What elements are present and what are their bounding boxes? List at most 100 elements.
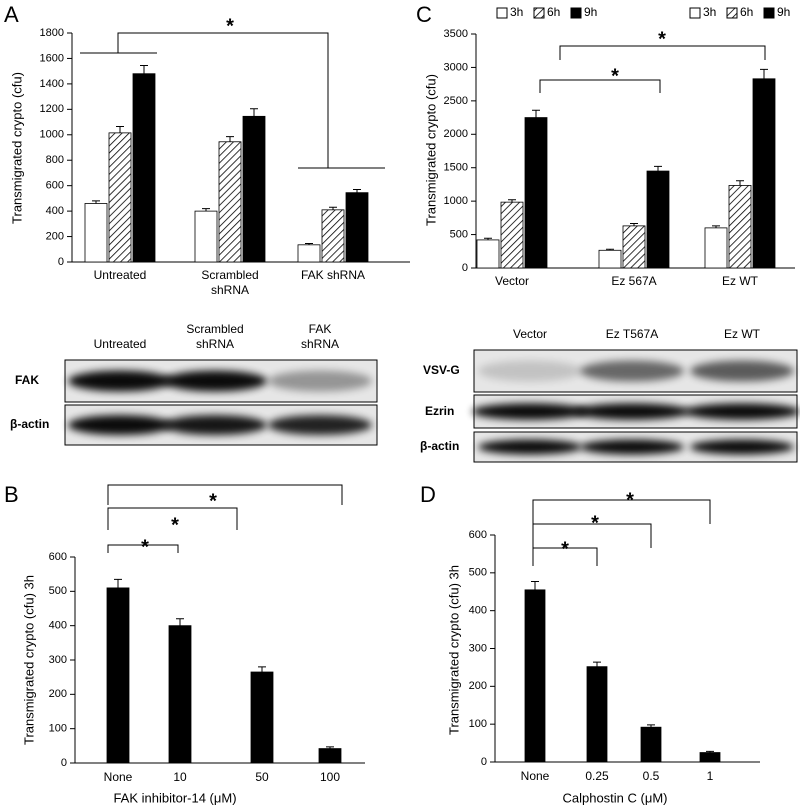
blot-band	[684, 403, 800, 420]
bar	[586, 666, 608, 763]
error-bar	[647, 724, 655, 728]
x-tick-label: Vector	[494, 274, 530, 288]
y-tick-label: 0	[58, 256, 64, 268]
error-bar	[305, 243, 313, 245]
significance-star: *	[171, 514, 179, 536]
y-tick-label: 800	[46, 154, 64, 166]
blot-band	[574, 403, 690, 420]
blot-band	[472, 403, 588, 420]
significance-bracket	[107, 544, 179, 553]
blot-column-label: Vector	[512, 327, 548, 341]
x-tick-label: 1	[706, 769, 714, 783]
significance-bracket	[117, 32, 329, 168]
bar	[524, 117, 548, 269]
bar	[699, 752, 721, 763]
legend-swatch	[726, 7, 738, 19]
legend-label: 9h	[777, 5, 790, 19]
blot-band	[690, 360, 794, 382]
x-tick-label: 100	[319, 770, 341, 784]
error-bar	[606, 248, 614, 251]
y-tick-label: 100	[49, 723, 67, 735]
y-tick-label: 500	[469, 567, 487, 579]
bar	[194, 210, 218, 263]
x-axis-title: Calphostin C (μM)	[562, 790, 667, 805]
y-tick-label: 1600	[40, 52, 64, 64]
y-tick-label: 0	[61, 757, 67, 769]
x-tick-label: Untreated	[93, 268, 147, 282]
y-tick-label: 400	[469, 605, 487, 617]
y-tick-label: 300	[469, 642, 487, 654]
x-tick-label: 50	[255, 770, 269, 784]
blot-band	[68, 415, 172, 435]
blot-band	[163, 370, 267, 392]
blot-row-label: VSV-G	[423, 363, 460, 377]
error-bar	[484, 237, 492, 240]
error-bar	[92, 200, 100, 204]
bar	[524, 589, 546, 763]
x-axis-title: FAK inhibitor-14 (μM)	[113, 790, 236, 805]
y-tick-label: 0	[462, 262, 468, 274]
y-tick-label: 1200	[40, 103, 64, 115]
bar	[345, 192, 369, 263]
error-bar	[329, 206, 337, 210]
y-tick-label: 1800	[40, 27, 64, 39]
error-bar	[630, 223, 638, 226]
error-bar	[114, 578, 122, 588]
panel-letter: D	[420, 482, 436, 507]
significance-bracket	[532, 547, 598, 566]
error-bar	[176, 618, 184, 626]
significance-star: *	[611, 65, 619, 87]
y-axis-title: Transmigrated crypto (cfu) 3h	[21, 575, 36, 745]
error-bar	[202, 208, 210, 212]
bar	[250, 671, 274, 764]
y-axis-title: Transmigrated crypto (cfu) 3h	[446, 565, 461, 735]
error-bar	[353, 188, 361, 193]
legend-label: 3h	[703, 5, 716, 19]
bar	[500, 201, 524, 269]
y-tick-label: 600	[49, 551, 67, 563]
x-tick-label: 10	[173, 770, 187, 784]
error-bar	[250, 108, 258, 117]
bar	[622, 225, 646, 269]
error-bar	[226, 136, 234, 142]
significance-star: *	[658, 28, 666, 50]
blot-column-label: FAK shRNA	[300, 322, 339, 351]
significance-bracket	[532, 523, 652, 548]
blot-row-label: FAK	[15, 373, 39, 387]
error-bar	[532, 109, 540, 118]
legend-label: 9h	[584, 5, 597, 19]
bar	[704, 227, 728, 269]
y-tick-label: 200	[469, 680, 487, 692]
y-tick-label: 1500	[444, 162, 468, 174]
error-bar	[760, 68, 768, 79]
bar	[646, 170, 670, 269]
panel-letter: C	[416, 2, 432, 27]
bar	[640, 726, 662, 763]
significance-star: *	[226, 15, 234, 37]
error-bar	[736, 180, 744, 186]
x-tick-label: FAK shRNA	[300, 268, 366, 282]
significance-star: *	[626, 489, 634, 511]
y-tick-label: 400	[49, 620, 67, 632]
blot-row-label: β-actin	[10, 417, 50, 431]
blot-band	[478, 360, 582, 382]
significance-bracket	[107, 484, 343, 505]
bar	[84, 203, 108, 263]
y-tick-label: 300	[49, 654, 67, 666]
bar	[297, 244, 321, 263]
blot-band	[690, 439, 794, 455]
y-tick-label: 200	[49, 688, 67, 700]
blot-column-label: Scrambled shRNA	[186, 322, 244, 351]
significance-bracket	[107, 507, 238, 530]
legend-swatch	[570, 7, 582, 19]
panel-letter: A	[4, 2, 19, 27]
bar	[476, 239, 500, 269]
y-tick-label: 200	[46, 230, 64, 242]
y-tick-label: 3500	[444, 28, 468, 40]
y-tick-label: 100	[469, 718, 487, 730]
legend-swatch	[496, 7, 508, 19]
blot-row-label: Ezrin	[425, 404, 455, 418]
significance-star: *	[209, 490, 217, 512]
panel-letter: B	[4, 482, 19, 507]
